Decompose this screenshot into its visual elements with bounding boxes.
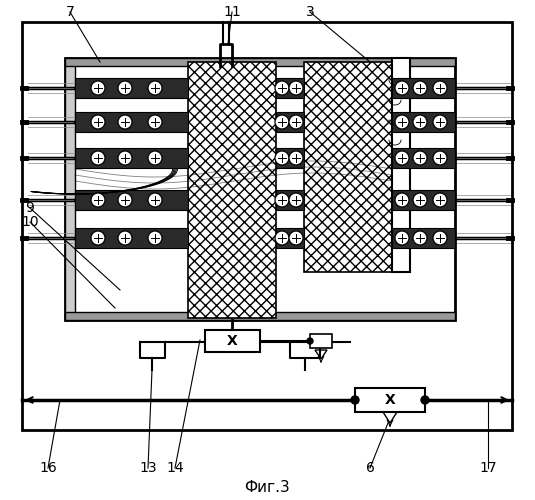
- Bar: [22, 22, 512, 430]
- Bar: [310, 334, 332, 348]
- Text: 16: 16: [39, 461, 57, 475]
- Bar: [392, 148, 455, 168]
- Circle shape: [307, 338, 313, 344]
- Text: 11: 11: [223, 5, 241, 19]
- Circle shape: [289, 231, 303, 245]
- Text: 3: 3: [305, 5, 315, 19]
- Bar: [205, 330, 260, 352]
- Bar: [65, 312, 455, 320]
- Bar: [65, 58, 455, 66]
- Circle shape: [395, 81, 409, 95]
- Bar: [392, 190, 455, 210]
- Circle shape: [413, 193, 427, 207]
- Bar: [276, 190, 304, 210]
- Bar: [188, 62, 276, 318]
- Circle shape: [118, 115, 132, 129]
- Circle shape: [275, 231, 289, 245]
- Bar: [355, 388, 425, 412]
- Bar: [276, 148, 304, 168]
- Circle shape: [91, 231, 105, 245]
- Bar: [65, 58, 75, 320]
- Circle shape: [289, 81, 303, 95]
- Bar: [276, 112, 304, 132]
- Circle shape: [275, 115, 289, 129]
- Bar: [276, 78, 304, 98]
- Circle shape: [413, 231, 427, 245]
- Circle shape: [118, 151, 132, 165]
- Text: X: X: [227, 334, 238, 348]
- Bar: [75, 190, 188, 210]
- Circle shape: [275, 151, 289, 165]
- Text: 7: 7: [66, 5, 74, 19]
- Text: 10: 10: [21, 215, 39, 229]
- Circle shape: [289, 193, 303, 207]
- Circle shape: [395, 151, 409, 165]
- Circle shape: [351, 396, 359, 404]
- Circle shape: [148, 151, 162, 165]
- Bar: [392, 112, 455, 132]
- Bar: [75, 148, 188, 168]
- Circle shape: [118, 81, 132, 95]
- Circle shape: [118, 231, 132, 245]
- Text: 13: 13: [139, 461, 157, 475]
- Circle shape: [91, 193, 105, 207]
- Bar: [75, 78, 188, 98]
- Circle shape: [433, 193, 447, 207]
- Circle shape: [148, 231, 162, 245]
- Text: X: X: [385, 393, 395, 407]
- Bar: [392, 58, 410, 272]
- Circle shape: [275, 193, 289, 207]
- Bar: [276, 228, 304, 248]
- Circle shape: [148, 115, 162, 129]
- Circle shape: [421, 396, 429, 404]
- Circle shape: [395, 115, 409, 129]
- Circle shape: [148, 193, 162, 207]
- Circle shape: [413, 115, 427, 129]
- Circle shape: [289, 115, 303, 129]
- Circle shape: [433, 151, 447, 165]
- Circle shape: [118, 193, 132, 207]
- Circle shape: [395, 231, 409, 245]
- Circle shape: [395, 193, 409, 207]
- Text: Фиг.3: Фиг.3: [244, 480, 290, 496]
- Bar: [65, 58, 455, 320]
- Circle shape: [148, 81, 162, 95]
- Circle shape: [433, 115, 447, 129]
- Text: 6: 6: [365, 461, 374, 475]
- Circle shape: [413, 151, 427, 165]
- Bar: [304, 62, 392, 272]
- Text: 9: 9: [26, 201, 34, 215]
- Circle shape: [413, 81, 427, 95]
- Circle shape: [91, 151, 105, 165]
- Text: 14: 14: [166, 461, 184, 475]
- Circle shape: [433, 81, 447, 95]
- Circle shape: [433, 231, 447, 245]
- Bar: [75, 228, 188, 248]
- Bar: [75, 112, 188, 132]
- Bar: [392, 78, 455, 98]
- Circle shape: [289, 151, 303, 165]
- Circle shape: [91, 81, 105, 95]
- Text: 17: 17: [479, 461, 497, 475]
- Circle shape: [275, 81, 289, 95]
- Bar: [392, 228, 455, 248]
- Circle shape: [91, 115, 105, 129]
